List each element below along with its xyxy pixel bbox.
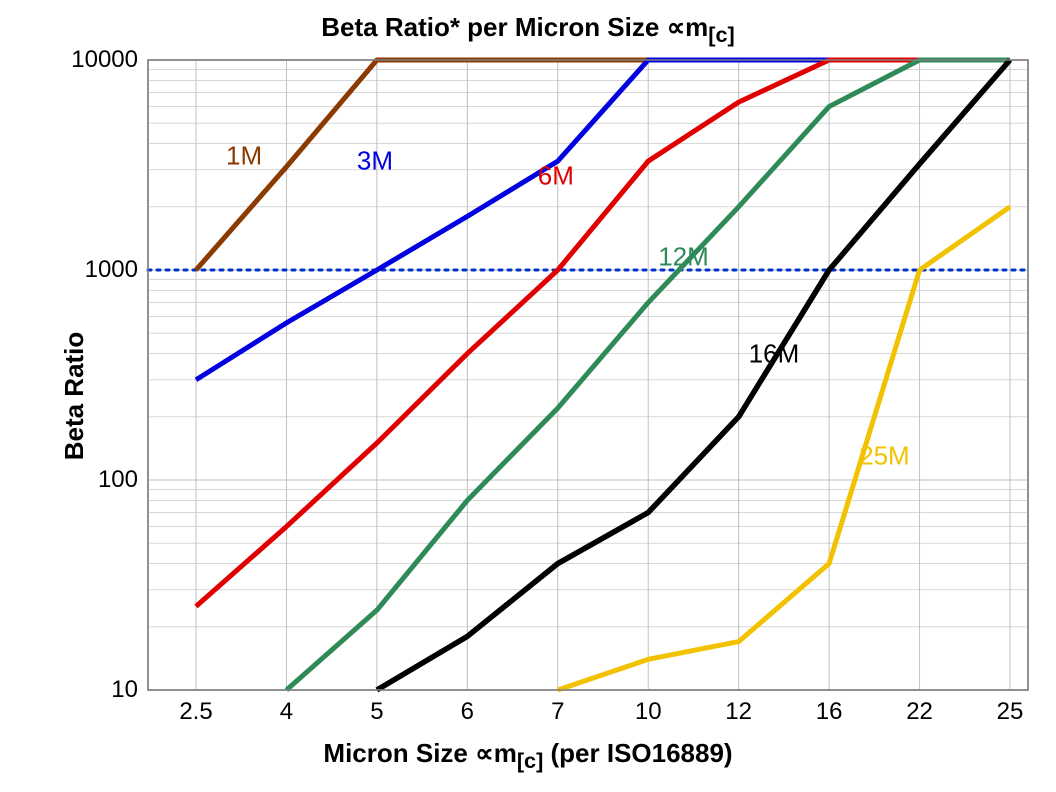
y-tick-label: 10 — [111, 676, 148, 704]
x-tick-label: 2.5 — [179, 690, 212, 726]
series-label: 16M — [749, 338, 800, 369]
x-tick-label: 10 — [635, 690, 662, 726]
x-tick-label: 6 — [461, 690, 474, 726]
series-label: 1M — [226, 140, 262, 171]
title-m: m — [685, 12, 708, 42]
x-tick-label: 7 — [551, 690, 564, 726]
x-tick-label: 16 — [816, 690, 843, 726]
title-sub: [c] — [708, 22, 734, 47]
y-axis-label: Beta Ratio — [59, 332, 90, 461]
title-sym: ∝ — [667, 12, 686, 42]
title-text-pre: Beta Ratio* per Micron Size — [321, 12, 666, 42]
x-tick-label: 5 — [370, 690, 383, 726]
xlabel-pre: Micron Size — [323, 738, 475, 768]
xlabel-sym: ∝ — [475, 738, 494, 768]
xlabel-sub: [c] — [517, 748, 543, 773]
series-label: 25M — [859, 441, 910, 472]
x-tick-label: 22 — [906, 690, 933, 726]
x-tick-label: 4 — [280, 690, 293, 726]
series-label: 3M — [357, 146, 393, 177]
plot-svg — [148, 60, 1028, 690]
x-tick-label: 12 — [725, 690, 752, 726]
plot-area: 101001000100002.5456710121622251M3M6M12M… — [148, 60, 1028, 690]
chart-container: Beta Ratio* per Micron Size ∝m[c] Beta R… — [0, 0, 1056, 792]
y-tick-label: 1000 — [85, 256, 148, 284]
xlabel-post: (per ISO16889) — [543, 738, 732, 768]
y-tick-label: 10000 — [71, 46, 148, 74]
series-label: 6M — [538, 161, 574, 192]
x-axis-label: Micron Size ∝m[c] (per ISO16889) — [0, 738, 1056, 774]
chart-title: Beta Ratio* per Micron Size ∝m[c] — [0, 12, 1056, 48]
x-tick-label: 25 — [997, 690, 1024, 726]
y-tick-label: 100 — [98, 466, 148, 494]
xlabel-m: m — [494, 738, 517, 768]
series-label: 12M — [658, 242, 709, 273]
